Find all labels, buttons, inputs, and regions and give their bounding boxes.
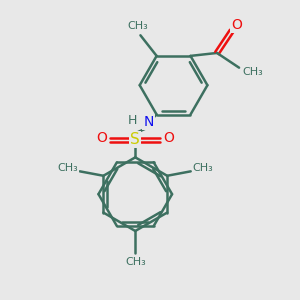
Text: H: H [128, 114, 137, 127]
Text: O: O [97, 131, 107, 145]
Text: O: O [232, 18, 242, 32]
Text: CH₃: CH₃ [125, 257, 146, 268]
Text: O: O [163, 131, 174, 145]
Text: CH₃: CH₃ [57, 164, 78, 173]
Text: CH₃: CH₃ [193, 164, 213, 173]
Text: CH₃: CH₃ [242, 67, 263, 77]
Text: S: S [130, 132, 140, 147]
Text: N: N [143, 115, 154, 129]
Text: CH₃: CH₃ [127, 21, 148, 31]
